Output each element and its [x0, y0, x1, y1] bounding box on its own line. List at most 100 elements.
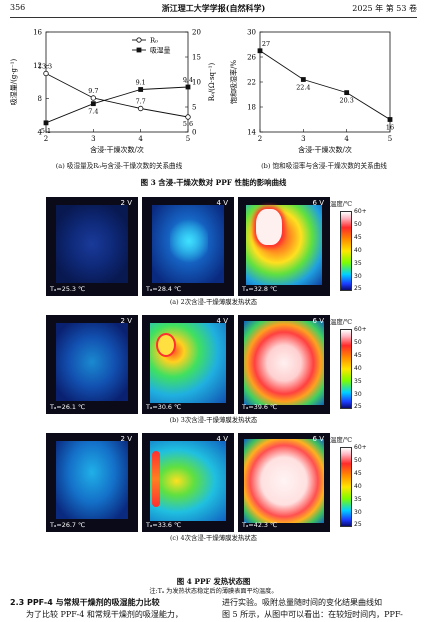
- data-point: [344, 90, 350, 96]
- voltage-label: 4 V: [216, 435, 228, 443]
- data-label: 9.1: [136, 79, 146, 87]
- text-line: 进行实验。吸附总量随时间的变化结果曲线如: [222, 598, 382, 607]
- colorbar-tick: 60+: [354, 444, 367, 451]
- data-point-r0: [185, 114, 191, 120]
- x-tick-label: 4: [138, 135, 143, 143]
- header-rule: [10, 17, 417, 18]
- average-temp-label: Tₐ=28.4 ℃: [146, 285, 182, 293]
- x-tick-label: 2: [44, 135, 48, 143]
- chart-saturation-rate: 14 18 22 26 30 2 3 4 5 含浸-干燥次数/次 饱和吸湿率/% 27 22.4 20.3…: [229, 29, 394, 155]
- colorbar-tick: 60+: [354, 326, 367, 333]
- y-tick-label: 14: [247, 129, 256, 137]
- text-line: 图 5 所示，从图中可以看出：在较短时间内，PPF-: [222, 609, 403, 619]
- colorbar-tick: 30: [354, 273, 362, 280]
- data-label: 16: [386, 124, 394, 132]
- voltage-label: 6 V: [312, 435, 324, 443]
- colorbar-tick: 30: [354, 509, 362, 516]
- plot-frame: [259, 31, 391, 133]
- y2-axis-label: R₀/(Ω·sq⁻¹): [208, 62, 216, 101]
- colorbar-tick: 40: [354, 365, 362, 372]
- y-tick-label: 8: [38, 95, 42, 103]
- data-point-moisture: [138, 87, 144, 92]
- y-tick-label: 16: [33, 29, 42, 37]
- x-tick-label: 5: [388, 135, 392, 143]
- colorbar-tick: 35: [354, 496, 362, 503]
- journal-title: 浙江理工大学学报(自然科学): [161, 3, 266, 13]
- data-label: 7.7: [136, 98, 146, 106]
- y-axis-label: 饱和吸湿率/%: [229, 60, 238, 104]
- thermal-image: 2 V Tₐ=26.1 ℃: [46, 315, 138, 414]
- voltage-label: 6 V: [312, 199, 324, 207]
- data-point-r0: [137, 105, 144, 112]
- data-label: 7.4: [88, 108, 98, 116]
- figure3-caption: 图 3 含浸-干燥次数对 PPF 性能的影响曲线: [140, 178, 287, 187]
- colorbar-tick: 50: [354, 457, 362, 464]
- colorbar-title: 温度/℃: [330, 318, 353, 326]
- page-header: 356 浙江理工大学学报(自然科学) 2025 年 第 53 卷: [10, 3, 417, 17]
- data-label: 5.1: [41, 127, 51, 135]
- colorbar: [340, 211, 352, 291]
- y-tick-label: 12: [33, 62, 42, 70]
- colorbar-tick: 35: [354, 260, 362, 267]
- x-tick-label: 4: [344, 135, 349, 143]
- voltage-label: 6 V: [312, 317, 324, 325]
- data-label: 13.3: [38, 63, 52, 71]
- y-tick-label: 26: [247, 54, 256, 62]
- legend-marker-r0: [136, 37, 142, 43]
- thermal-image: 6 V Tₐ=39.6 ℃: [238, 315, 330, 414]
- text-line: 为了比较 PPF-4 和常规干燥剂的吸湿能力，: [26, 610, 183, 619]
- y-tick-label: 30: [247, 29, 256, 37]
- voltage-label: 2 V: [120, 435, 132, 443]
- colorbar-tick: 50: [354, 221, 362, 228]
- x-tick-label: 2: [258, 135, 262, 143]
- data-label: 5.6: [183, 120, 193, 128]
- voltage-label: 2 V: [120, 199, 132, 207]
- thermal-image: 6 V Tₐ=42.3 ℃: [238, 433, 330, 532]
- data-label: 9.4: [183, 76, 193, 84]
- colorbar-tick: 25: [354, 521, 362, 528]
- average-temp-label: Tₐ=42.3 ℃: [242, 521, 278, 529]
- data-point-r0: [43, 70, 49, 77]
- page-number: 356: [10, 3, 26, 12]
- series-line: [259, 50, 391, 120]
- data-point: [300, 77, 306, 82]
- average-temp-label: Tₐ=30.6 ℃: [146, 403, 182, 411]
- series-moisture-line: [45, 86, 189, 124]
- y2-tick-label: 15: [192, 54, 201, 62]
- x-axis-label: 含浸-干燥次数/次: [298, 145, 352, 154]
- colorbar-tick: 25: [354, 403, 362, 410]
- thermal-image: 4 V Tₐ=28.4 ℃: [142, 197, 234, 296]
- fig4a-subcaption: (a) 2次含浸-干燥薄膜发热状态: [169, 298, 258, 306]
- series-r0-line: [45, 73, 189, 118]
- y2-tick-label: 5: [192, 104, 196, 112]
- data-point: [387, 117, 393, 122]
- colorbar-tick: 40: [354, 483, 362, 490]
- data-point: [257, 48, 263, 54]
- fig3a-caption: (a) 吸湿量及R₀与含浸-干燥次数的关系曲线: [55, 162, 183, 170]
- x-tick-label: 3: [301, 135, 305, 143]
- average-temp-label: Tₐ=32.8 ℃: [242, 285, 278, 293]
- average-temp-label: Tₐ=26.7 ℃: [50, 521, 86, 529]
- colorbar-tick: 45: [354, 352, 362, 359]
- average-temp-label: Tₐ=33.6 ℃: [146, 521, 182, 529]
- thermal-image: 2 V Tₐ=25.3 ℃: [46, 197, 138, 296]
- colorbar: [340, 329, 352, 409]
- data-point-moisture: [90, 101, 96, 107]
- colorbar-tick: 45: [354, 470, 362, 477]
- y-axis-label: 吸湿量/(g·g⁻¹): [9, 58, 18, 105]
- data-label: 22.4: [296, 84, 310, 92]
- issue-info: 2025 年 第 53 卷: [352, 4, 417, 13]
- colorbar-title: 温度/℃: [330, 200, 353, 208]
- data-label: 9.7: [88, 87, 98, 95]
- voltage-label: 4 V: [216, 317, 228, 325]
- section-heading: 2.3 PPF-4 与常规干燥剂的吸湿能力比较: [10, 598, 160, 607]
- y-tick-label: 22: [247, 79, 256, 87]
- colorbar-tick: 60+: [354, 208, 367, 215]
- colorbar-tick: 45: [354, 234, 362, 241]
- thermal-image: 4 V Tₐ=30.6 ℃: [142, 315, 234, 414]
- figure4-note: 注:Tₐ 为发热状态稳定后的薄膜表面平均温度。: [149, 588, 278, 595]
- colorbar-tick: 35: [354, 378, 362, 385]
- voltage-label: 4 V: [216, 199, 228, 207]
- thermal-row-a: 2 V Tₐ=25.3 ℃ 4 V Tₐ=28.4 ℃ 6 V Tₐ=32.8 …: [46, 197, 386, 296]
